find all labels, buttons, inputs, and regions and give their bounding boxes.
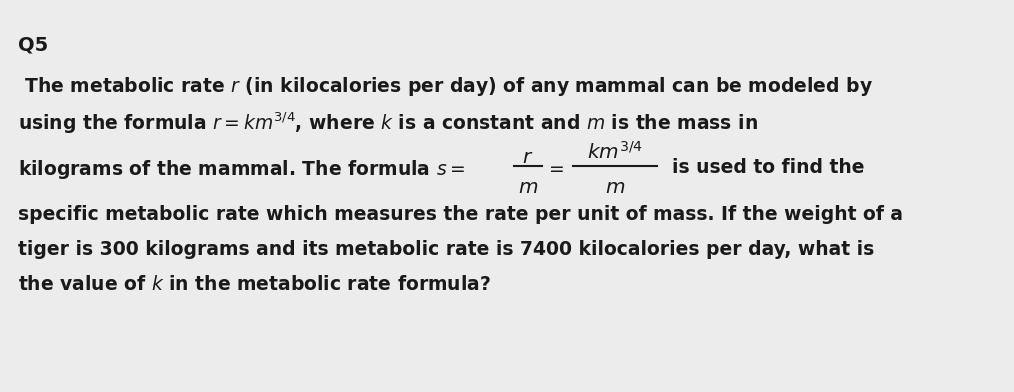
Text: $m$: $m$: [605, 178, 625, 197]
Text: $=$: $=$: [546, 158, 565, 177]
Text: the value of $k$ in the metabolic rate formula?: the value of $k$ in the metabolic rate f…: [18, 275, 491, 294]
Text: is used to find the: is used to find the: [672, 158, 865, 177]
Text: kilograms of the mammal. The formula $s=$: kilograms of the mammal. The formula $s=…: [18, 158, 465, 181]
Text: Q5: Q5: [18, 35, 49, 54]
Text: specific metabolic rate which measures the rate per unit of mass. If the weight : specific metabolic rate which measures t…: [18, 205, 903, 224]
Text: $km^{3/4}$: $km^{3/4}$: [587, 141, 643, 163]
Text: $r$: $r$: [522, 148, 533, 167]
Text: using the formula $r = km^{3/4}$, where $k$ is a constant and $m$ is the mass in: using the formula $r = km^{3/4}$, where …: [18, 110, 757, 136]
Text: tiger is 300 kilograms and its metabolic rate is 7400 kilocalories per day, what: tiger is 300 kilograms and its metabolic…: [18, 240, 874, 259]
Text: The metabolic rate $r$ (in kilocalories per day) of any mammal can be modeled by: The metabolic rate $r$ (in kilocalories …: [18, 75, 873, 98]
Text: $m$: $m$: [518, 178, 538, 197]
